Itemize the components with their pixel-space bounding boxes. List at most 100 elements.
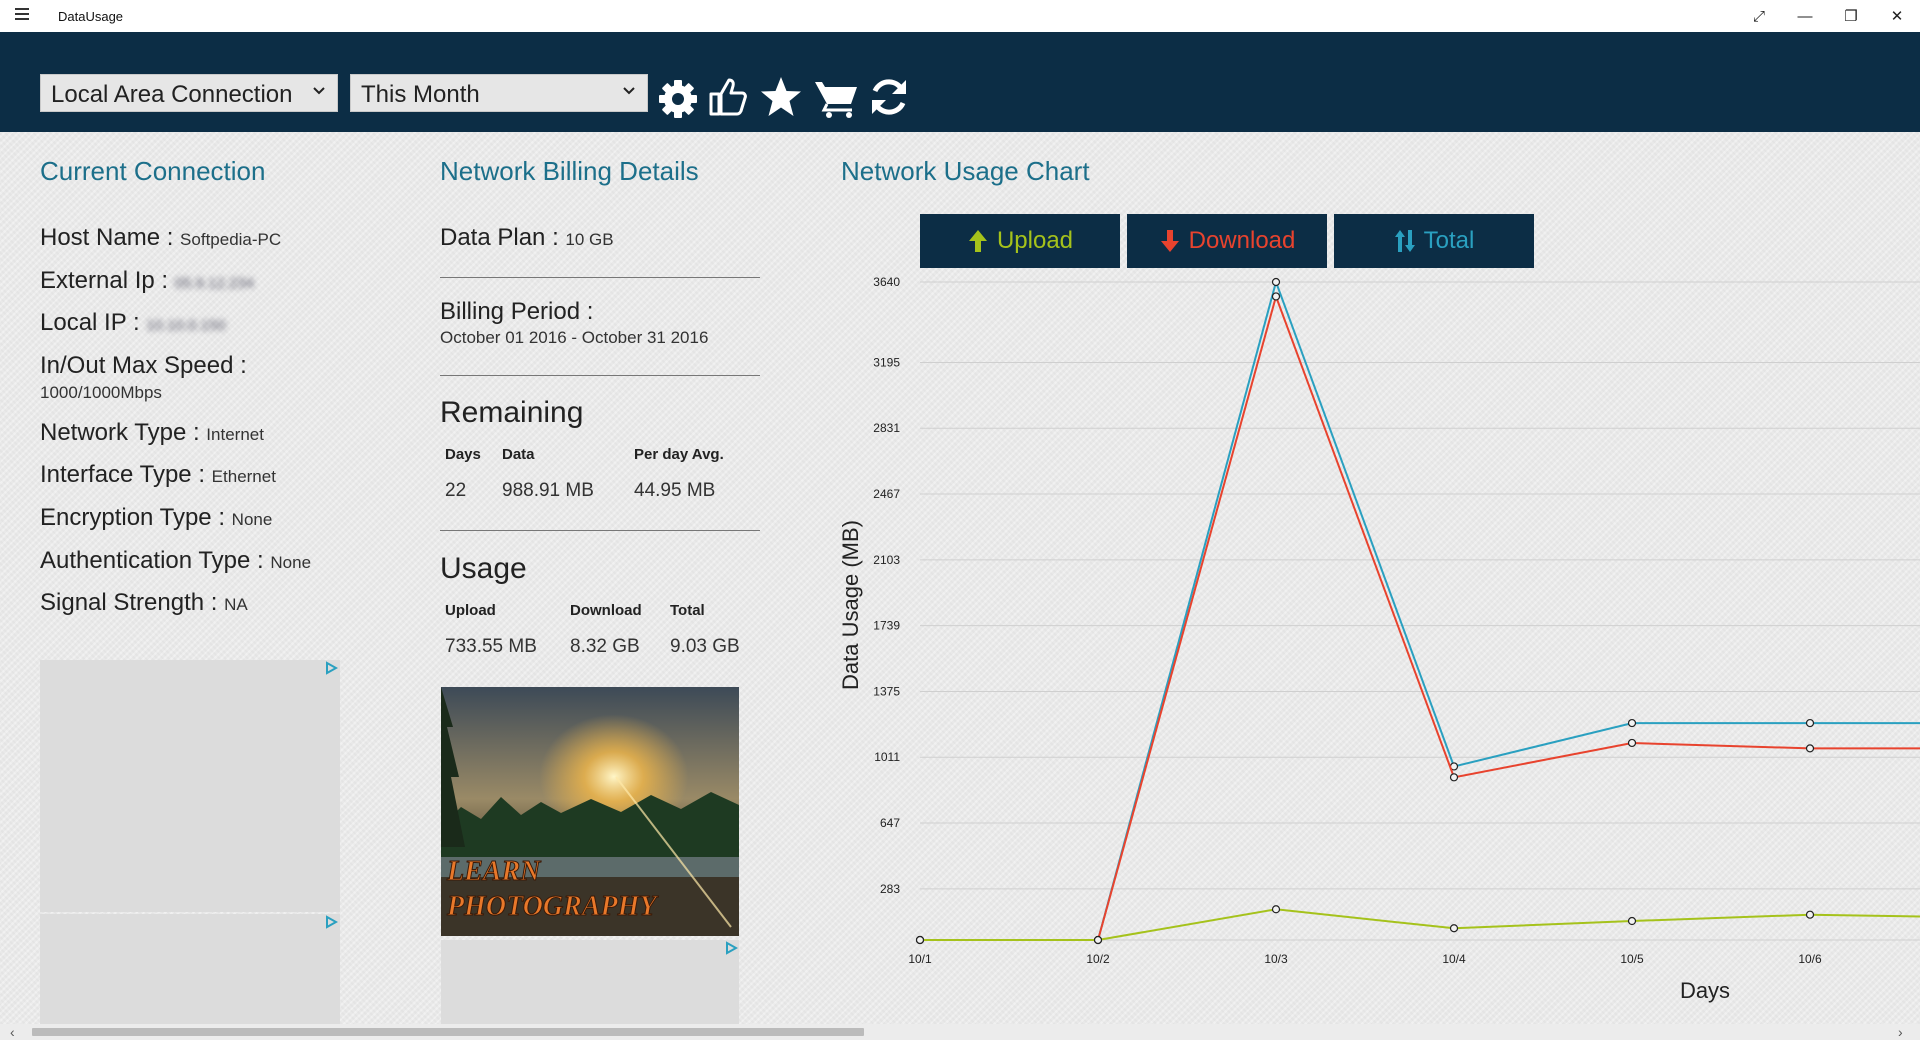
usage-download-value: 8.32 GB [570,636,640,657]
network-type-row: Network Type : Internet [40,419,264,447]
ad-banner[interactable] [441,940,739,1024]
data-point-total [1271,277,1281,287]
refresh-icon[interactable] [866,74,912,120]
fullscreen-icon[interactable]: ⤢ [1752,7,1765,25]
usage-upload-header: Upload [445,602,496,619]
network-type-value: Internet [206,425,264,444]
usage-total-header: Total [670,602,705,619]
x-tick-label: 10/1 [908,952,932,966]
usage-upload-value: 733.55 MB [445,636,537,657]
local-ip-row: Local IP : 10.10.0.150 [40,309,226,337]
remaining-days-value: 22 [445,480,467,501]
hamburger-menu-icon[interactable] [15,8,29,22]
data-plan-value: 10 GB [565,230,614,249]
remaining-data-header: Data [502,446,535,463]
data-point-total [1805,718,1815,728]
data-point-total [1627,718,1637,728]
chart-series [915,277,1920,945]
connection-select[interactable]: Local Area Connection [40,74,338,112]
upload-button-label: Upload [996,227,1074,254]
billing-period-label: Billing Period : [440,298,594,325]
y-tick-label: 2467 [873,487,900,501]
thumbs-up-icon[interactable] [705,74,751,120]
divider [440,375,760,376]
max-speed-label: In/Out Max Speed : [40,352,247,379]
network-type-label: Network Type : [40,419,200,446]
y-tick-label: 2103 [873,553,900,567]
signal-strength-value: NA [224,595,248,614]
y-tick-label: 1739 [873,619,900,633]
host-name-row: Host Name : Softpedia-PC [40,224,281,252]
star-icon[interactable] [758,74,804,120]
ad-banner[interactable] [40,660,340,912]
usage-heading: Usage [440,552,527,585]
usage-total-value: 9.03 GB [670,636,740,657]
encryption-type-value: None [231,510,273,529]
horizontal-scrollbar[interactable]: ‹ › [0,1024,1920,1040]
host-name-value: Softpedia-PC [180,230,282,249]
total-button[interactable]: Total [1334,214,1534,268]
scrollbar-thumb[interactable] [32,1028,864,1036]
data-point-download [1627,738,1637,748]
local-ip-label: Local IP : [40,309,140,336]
usage-line-chart: 283 647 1011 1375 1739 2103 2467 2831 3195 3640 1… [838,275,1920,1003]
series-line-upload [920,908,1920,941]
interface-type-label: Interface Type : [40,461,205,488]
data-point-download [1449,773,1459,782]
y-axis-label: Data Usage (MB) [838,520,863,690]
gear-icon[interactable] [655,74,701,120]
scroll-left-arrow-icon[interactable]: ‹ [10,1024,15,1040]
title-bar: DataUsage ⤢ — ❐ ✕ [0,0,1920,32]
x-axis-label: Days [1680,978,1730,1003]
data-point-upload [1449,924,1459,933]
x-tick-label: 10/6 [1798,952,1822,966]
series-line-total [920,278,1920,941]
chevron-down-icon [623,87,635,95]
max-speed-value: 1000/1000Mbps [40,383,162,402]
billing-heading: Network Billing Details [440,156,699,186]
data-point-upload [1093,935,1103,945]
ad-banner[interactable] [40,914,340,1024]
remaining-days-header: Days [445,446,481,463]
chart-y-ticks: 283 647 1011 1375 1739 2103 2467 2831 3195 3640 [873,275,900,896]
restore-button[interactable]: ❐ [1844,8,1858,25]
encryption-type-label: Encryption Type : [40,504,225,531]
external-ip-value: 05.9.12.234 [174,275,254,292]
interface-type-value: Ethernet [211,467,276,486]
y-tick-label: 1375 [873,684,900,698]
period-select-value: This Month [361,81,480,108]
data-plan-row: Data Plan : 10 GB [440,224,614,252]
upload-button[interactable]: Upload [920,214,1120,268]
download-button[interactable]: Download [1127,214,1327,268]
scroll-right-arrow-icon[interactable]: › [1898,1024,1903,1040]
external-ip-label: External Ip : [40,267,169,294]
data-point-download [1805,744,1815,753]
chart-gridlines [920,281,1920,941]
connection-select-value: Local Area Connection [51,81,293,108]
ad-text-learn: LEARN [446,856,542,887]
data-plan-label: Data Plan : [440,224,559,251]
y-tick-label: 2831 [873,421,900,435]
photography-ad-image[interactable]: LEARN PHOTOGRAPHY [441,687,739,936]
remaining-data-value: 988.91 MB [502,480,594,501]
arrow-down-icon [1160,230,1179,252]
ad-choices-icon[interactable] [724,941,738,955]
period-select[interactable]: This Month [350,74,648,112]
local-ip-value: 10.10.0.150 [146,317,226,334]
minimize-button[interactable]: — [1797,7,1813,25]
data-point-upload [915,935,925,945]
ad-choices-icon[interactable] [324,661,338,675]
x-tick-label: 10/5 [1620,952,1644,966]
download-button-label: Download [1188,227,1296,254]
ad-text-photography: PHOTOGRAPHY [446,891,659,922]
shopping-cart-icon[interactable] [813,74,859,120]
close-button[interactable]: ✕ [1890,8,1904,25]
series-line-download [920,293,1920,941]
arrow-up-icon [968,230,987,252]
arrows-up-down-icon [1394,230,1415,252]
ad-choices-icon[interactable] [324,915,338,929]
y-tick-label: 283 [880,882,900,896]
current-connection-heading: Current Connection [40,156,266,186]
data-point-upload [1627,916,1637,926]
signal-strength-label: Signal Strength : [40,589,218,616]
